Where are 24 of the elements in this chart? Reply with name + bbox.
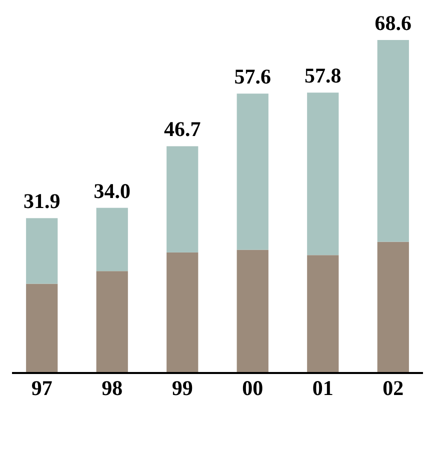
bar (96, 208, 128, 272)
bar (26, 218, 58, 284)
annotation: 34.0 (94, 178, 130, 203)
x-tick-label: 00 (242, 376, 264, 400)
bar (166, 252, 198, 373)
x-tick-label: 98 (102, 376, 123, 400)
annotation: 68.6 (374, 11, 412, 35)
bar (166, 146, 198, 252)
bar (377, 40, 409, 242)
bar (377, 242, 409, 373)
x-tick-label: 01 (312, 376, 334, 400)
annotation: 57.6 (234, 64, 272, 89)
annotation: 31.9 (23, 189, 60, 214)
bar (96, 271, 128, 373)
bar (26, 284, 58, 373)
x-tick-label: 97 (31, 376, 52, 400)
bar (307, 92, 339, 256)
bar (236, 94, 268, 250)
annotation: 57.8 (304, 64, 342, 88)
x-tick-label: 02 (382, 376, 404, 400)
annotation: 46.7 (164, 117, 201, 142)
bar (236, 250, 268, 373)
bar (307, 255, 339, 373)
x-tick-label: 99 (172, 376, 193, 400)
